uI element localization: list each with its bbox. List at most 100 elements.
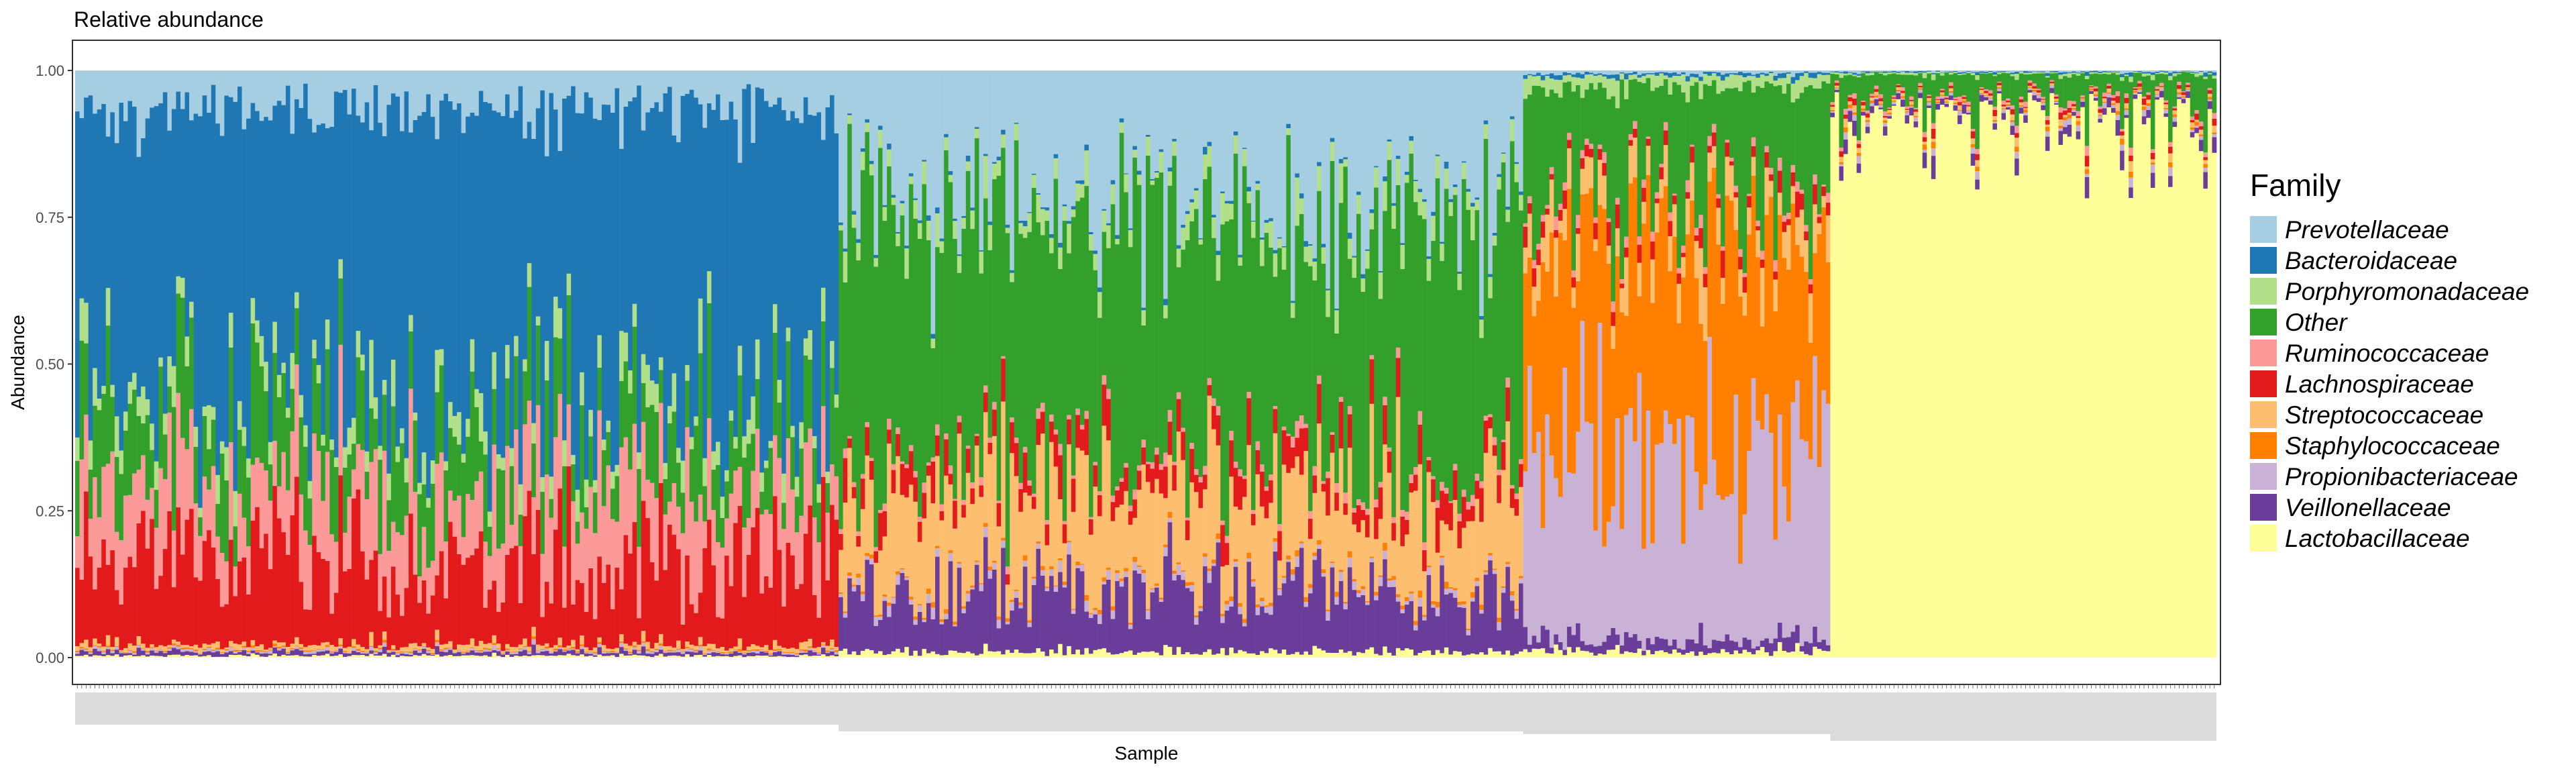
bar-segment-ruminococcaceae (1167, 410, 1173, 422)
bar-segment-ruminococcaceae (1250, 510, 1256, 514)
bar-segment-lachnospiraceae (2045, 120, 2050, 125)
bar-segment-propionibacteriaceae (1053, 586, 1059, 592)
bar-segment-streptococcaceae (1716, 207, 1721, 245)
bar-segment-streptococcaceae (1207, 395, 1212, 569)
bar-segment-bacteroidaceae (505, 94, 510, 346)
bar-segment-porphyromonadaceae (979, 251, 984, 274)
bar-segment-lactobacillaceae (1576, 647, 1580, 658)
bar-segment-prevotellaceae (1321, 70, 1326, 244)
bar-segment-ruminococcaceae (1900, 87, 1905, 91)
bar-segment-lachnospiraceae (1242, 478, 1247, 497)
bar-segment-veillonellaceae (1996, 91, 2002, 94)
bar-segment-streptococcaceae (1260, 506, 1265, 598)
bar-segment-lachnospiraceae (1167, 421, 1173, 455)
bar-segment-propionibacteriaceae (1619, 529, 1625, 646)
bar-segment-propionibacteriaceae (1216, 539, 1221, 543)
bar-segment-staphylococcaceae (1821, 207, 1827, 391)
bar-segment-lachnospiraceae (84, 491, 89, 640)
bar-segment-propionibacteriaceae (443, 649, 449, 652)
bar-segment-prevotellaceae (435, 70, 440, 140)
bar-segment-other (1163, 318, 1169, 453)
bar-segment-lachnospiraceae (803, 533, 808, 641)
bar-segment-propionibacteriaceae (250, 648, 256, 651)
bar-segment-veillonellaceae (1224, 610, 1230, 656)
bar-segment-prevotellaceae (224, 70, 229, 96)
bar-segment-porphyromonadaceae (856, 242, 861, 261)
bar-segment-other (1882, 75, 1888, 111)
bar-segment-veillonellaceae (430, 654, 435, 656)
bar-segment-other (1093, 270, 1098, 462)
bar-segment-staphylococcaceae (378, 648, 383, 650)
bar-segment-propionibacteriaceae (1242, 623, 1247, 627)
bar-segment-porphyromonadaceae (2010, 74, 2015, 76)
bar-segment-prevotellaceae (1005, 70, 1010, 225)
bar-segment-other (641, 382, 646, 422)
bar-segment-veillonellaceae (1409, 601, 1414, 650)
bar-segment-lactobacillaceae (1725, 652, 1730, 658)
bar-segment-porphyromonadaceae (1198, 239, 1203, 245)
bar-segment-prevotellaceae (167, 70, 172, 131)
bar-segment-veillonellaceae (1571, 635, 1576, 653)
bar-segment-other (1246, 203, 1252, 393)
bar-segment-bacteroidaceae (1813, 72, 1818, 79)
bar-segment-prevotellaceae (1747, 70, 1752, 73)
bar-segment-lachnospiraceae (1505, 387, 1511, 421)
bar-segment-propionibacteriaceae (1264, 607, 1269, 613)
bar-segment-veillonellaceae (1913, 121, 1919, 127)
bar-segment-lachnospiraceae (2053, 96, 2059, 99)
bar-segment-veillonellaceae (421, 648, 427, 654)
bar-segment-bacteroidaceae (737, 162, 743, 346)
bar-segment-streptococcaceae (1338, 448, 1344, 570)
bar-segment-veillonellaceae (1795, 625, 1800, 643)
bar-segment-veillonellaceae (1018, 608, 1024, 653)
bar-segment-porphyromonadaceae (1571, 76, 1576, 92)
bar-segment-streptococcaceae (1790, 186, 1796, 204)
bar-segment-lactobacillaceae (1246, 653, 1252, 658)
bar-segment-bacteroidaceae (1058, 242, 1063, 248)
bar-segment-propionibacteriaceae (1790, 402, 1796, 632)
bar-segment-propionibacteriaceae (1005, 621, 1010, 625)
bar-segment-ruminococcaceae (904, 464, 910, 468)
bar-segment-bacteroidaceae (1255, 181, 1260, 184)
bar-segment-streptococcaceae (996, 526, 1002, 617)
bar-segment-other (2053, 72, 2059, 95)
bar-segment-veillonellaceae (333, 652, 339, 656)
bar-segment-lactobacillaceae (1062, 655, 1067, 658)
bar-segment-staphylococcaceae (1966, 110, 1972, 111)
bar-segment-ruminococcaceae (2032, 83, 2037, 87)
bar-segment-veillonellaceae (378, 652, 383, 656)
bar-segment-ruminococcaceae (136, 469, 142, 523)
bar-segment-prevotellaceae (1193, 70, 1199, 189)
bar-segment-propionibacteriaceae (1317, 544, 1322, 549)
bar-segment-bacteroidaceae (1132, 146, 1138, 150)
bar-segment-prevotellaceae (198, 70, 203, 117)
bar-segment-lactobacillaceae (1619, 654, 1625, 658)
bar-segment-porphyromonadaceae (1970, 72, 1976, 75)
bar-segment-lachnospiraceae (658, 483, 663, 634)
bar-segment-lachnospiraceae (1431, 479, 1436, 503)
bar-segment-other (1527, 95, 1532, 197)
bar-segment-streptococcaceae (1027, 495, 1032, 621)
bar-segment-lachnospiraceae (1659, 167, 1664, 180)
bar-segment-prevotellaceae (1962, 70, 1967, 72)
bar-segment-propionibacteriaceae (1229, 601, 1234, 607)
bar-segment-streptococcaceae (1163, 498, 1169, 545)
bar-segment-propionibacteriaceae (553, 650, 558, 652)
bar-segment-bacteroidaceae (1136, 170, 1142, 175)
bar-segment-lactobacillaceae (202, 656, 207, 658)
bar-segment-staphylococcaceae (452, 652, 458, 653)
bar-segment-staphylococcaceae (1031, 576, 1036, 579)
bar-segment-porphyromonadaceae (619, 331, 624, 381)
bar-segment-lactobacillaceae (1058, 643, 1063, 658)
bar-segment-veillonellaceae (162, 653, 168, 657)
bar-segment-lactobacillaceae (158, 656, 164, 658)
bar-segment-veillonellaceae (575, 653, 580, 656)
bar-segment-veillonellaceae (663, 653, 668, 657)
bar-segment-prevotellaceae (202, 70, 207, 96)
bar-segment-porphyromonadaceae (1176, 248, 1181, 268)
bar-segment-prevotellaceae (1611, 70, 1616, 75)
bar-segment-veillonellaceae (1167, 522, 1173, 648)
bar-segment-propionibacteriaceae (150, 648, 155, 651)
bar-segment-propionibacteriaceae (1281, 577, 1287, 584)
bar-segment-ruminococcaceae (557, 394, 563, 489)
